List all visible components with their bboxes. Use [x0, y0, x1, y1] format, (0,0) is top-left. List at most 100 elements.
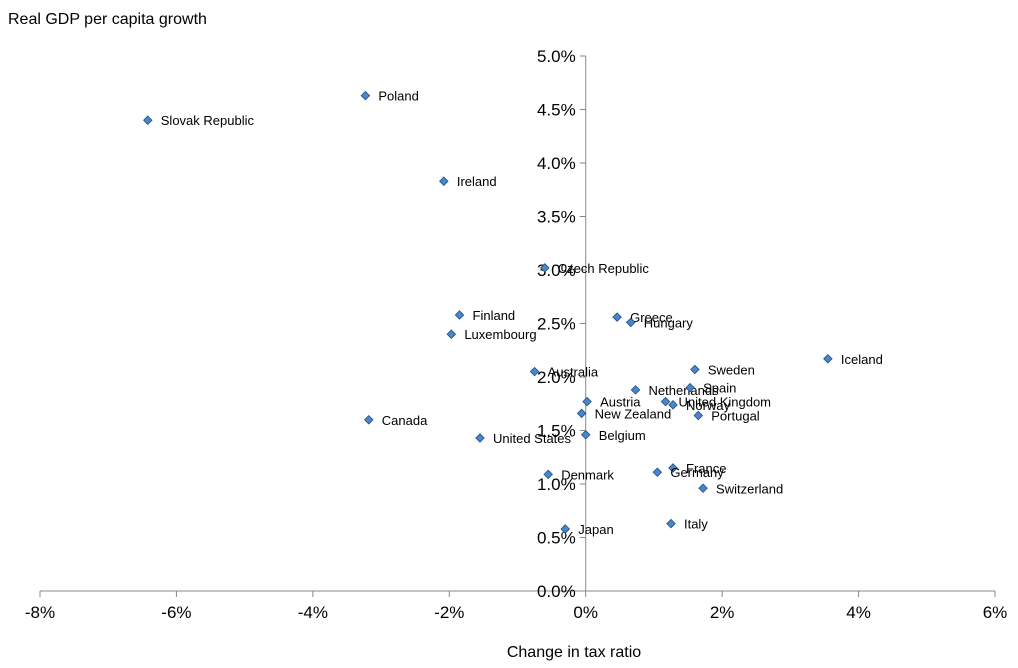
data-point: United States	[475, 431, 572, 446]
y-tick-label: 0.0%	[537, 582, 576, 601]
point-marker	[543, 469, 553, 480]
data-point: Slovak Republic	[143, 113, 255, 128]
point-label: Belgium	[599, 428, 646, 443]
y-tick-label: 5.0%	[537, 47, 576, 66]
point-marker	[580, 430, 591, 440]
x-tick-label: -6%	[161, 603, 191, 622]
point-marker	[446, 329, 457, 339]
data-point: Norway	[668, 398, 731, 413]
point-marker	[364, 415, 374, 425]
point-marker	[668, 463, 678, 473]
data-point: Italy	[666, 517, 708, 532]
data-point: Germany	[652, 465, 724, 480]
y-tick-label: 1.0%	[537, 475, 576, 494]
data-point: Canada	[364, 413, 428, 428]
x-tick-label: -4%	[298, 603, 328, 622]
point-marker	[560, 524, 571, 534]
point-label: United States	[493, 431, 572, 446]
data-point: Poland	[360, 89, 419, 104]
x-tick-label: 0%	[573, 603, 598, 622]
y-tick-label: 2.0%	[537, 368, 576, 387]
point-marker	[823, 354, 833, 364]
point-marker	[612, 312, 622, 322]
point-label: United Kingdom	[679, 395, 772, 410]
x-tick-label: -8%	[25, 603, 55, 622]
y-tick-label: 4.0%	[537, 154, 576, 173]
point-marker	[668, 400, 678, 410]
data-point: Czech Republic	[540, 261, 650, 276]
y-tick-label: 2.5%	[537, 315, 576, 334]
data-points: Poland Slovak Republic Ireland Czech Republ…	[143, 89, 883, 537]
axes: -8% -6% -4% -2% 0% 2% 4% 6% 0.0% 0.5% 1.0% 1.5% 2.0%…	[25, 47, 1007, 622]
point-marker	[625, 317, 636, 328]
data-point: Luxembourg	[446, 327, 537, 342]
point-marker	[666, 518, 676, 529]
y-tick-label: 1.5%	[537, 422, 576, 441]
data-point: Finland	[454, 308, 516, 323]
data-point: Australia	[529, 365, 599, 380]
point-label: Spain	[703, 381, 736, 396]
point-label: Luxembourg	[464, 327, 536, 342]
point-label: Italy	[684, 517, 708, 532]
x-axis-title: Change in tax ratio	[507, 644, 641, 661]
point-marker	[660, 396, 671, 407]
data-point: Spain	[685, 381, 736, 396]
point-label: Hungary	[644, 315, 694, 330]
point-label: Denmark	[561, 467, 614, 482]
point-label: Norway	[686, 398, 731, 413]
point-label: New Zealand	[595, 406, 672, 421]
point-label: Canada	[382, 413, 428, 428]
point-marker	[576, 408, 587, 419]
data-point: Denmark	[543, 467, 614, 482]
point-marker	[454, 310, 465, 320]
x-tick-label: 2%	[710, 603, 735, 622]
point-marker	[652, 467, 663, 477]
y-tick-label: 0.5%	[537, 529, 576, 548]
data-point: New Zealand	[576, 406, 672, 421]
point-marker	[582, 396, 592, 407]
y-tick-label: 3.5%	[537, 208, 576, 227]
point-label: Portugal	[711, 409, 760, 424]
data-point: Netherlands	[630, 383, 720, 398]
point-label: Greece	[630, 310, 673, 325]
point-marker	[690, 364, 700, 375]
x-tick-label: 6%	[983, 603, 1008, 622]
data-point: Greece	[612, 310, 673, 325]
point-marker	[529, 366, 540, 377]
data-point: Ireland	[439, 174, 497, 189]
point-label: Japan	[578, 522, 613, 537]
data-point: Japan	[560, 522, 614, 537]
point-marker	[360, 90, 371, 101]
data-point: Iceland	[823, 352, 883, 367]
data-point: Belgium	[580, 428, 646, 443]
point-marker	[693, 410, 704, 421]
point-label: Netherlands	[649, 383, 720, 398]
data-point: Hungary	[625, 315, 694, 330]
point-marker	[685, 382, 695, 393]
data-point: Portugal	[693, 409, 760, 424]
point-label: Austria	[600, 395, 641, 410]
point-label: France	[686, 461, 726, 476]
point-label: Ireland	[457, 174, 497, 189]
point-label: Czech Republic	[558, 261, 650, 276]
point-label: Poland	[378, 89, 418, 104]
point-label: Germany	[670, 465, 724, 480]
point-label: Sweden	[708, 363, 755, 378]
point-label: Finland	[473, 308, 516, 323]
y-tick-label: 4.5%	[537, 101, 576, 120]
data-point: Switzerland	[698, 481, 783, 496]
point-marker	[143, 115, 153, 125]
data-point: United Kingdom	[660, 395, 772, 410]
point-label: Australia	[548, 365, 599, 380]
point-marker	[540, 263, 550, 273]
point-marker	[439, 176, 449, 186]
data-point: Sweden	[690, 363, 755, 378]
point-label: Iceland	[841, 352, 883, 367]
data-point: France	[668, 461, 726, 476]
point-label: Switzerland	[716, 481, 783, 496]
y-axis-title: Real GDP per capita growth	[8, 11, 207, 28]
data-point: Austria	[582, 395, 641, 410]
point-marker	[698, 483, 708, 494]
point-label: Slovak Republic	[161, 113, 255, 128]
point-marker	[475, 433, 485, 443]
